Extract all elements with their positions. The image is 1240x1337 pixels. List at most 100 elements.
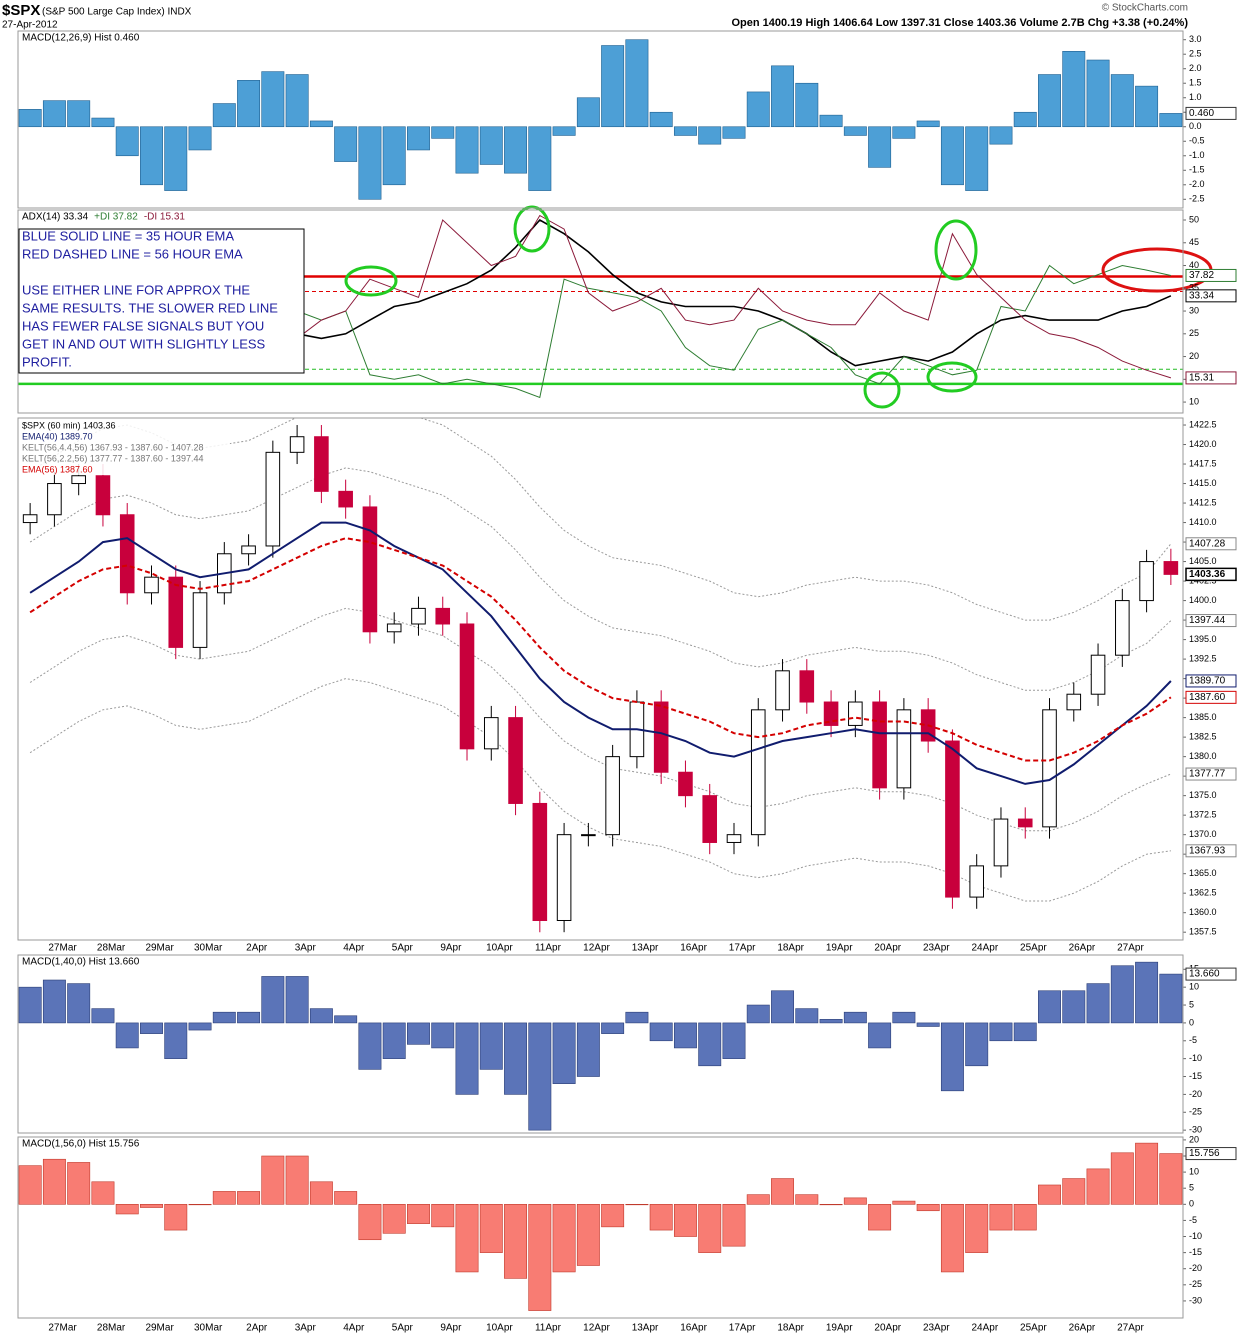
histogram-bar (552, 126, 576, 136)
panel-legend: MACD(1,56,0) Hist 15.756 (22, 1139, 140, 1150)
y-tick-label: -20 (1189, 1089, 1202, 1099)
y-tick-label: -2.5 (1189, 194, 1205, 204)
candle-body (1139, 561, 1154, 602)
histogram-bar (1038, 74, 1061, 128)
histogram-bar (91, 117, 115, 128)
histogram-bar (479, 1204, 503, 1253)
x-tick-label: 18Apr (777, 943, 804, 954)
histogram-bar (504, 1204, 528, 1279)
y-tick-label: 40 (1189, 260, 1199, 270)
histogram-bar (115, 126, 139, 157)
histogram-bar (42, 100, 66, 128)
histogram-bar (965, 1204, 989, 1253)
x-tick-label: 12Apr (583, 1323, 610, 1334)
y-tick-label: 1415.0 (1189, 478, 1217, 488)
panel-background (18, 418, 1183, 940)
x-tick-label: 9Apr (440, 1323, 462, 1334)
x-tick-label: 26Apr (1069, 943, 1096, 954)
histogram-bar (722, 1022, 746, 1059)
value-tag: 1387.60 (1189, 692, 1226, 703)
histogram-bar (940, 1204, 964, 1273)
histogram-bar (989, 126, 1013, 145)
y-tick-label: 1362.5 (1189, 888, 1217, 898)
histogram-bar (868, 1204, 892, 1231)
histogram-bar (1110, 965, 1134, 1024)
histogram-bar (309, 1181, 333, 1205)
x-tick-label: 23Apr (923, 943, 950, 954)
histogram-bar (1086, 983, 1110, 1024)
panel-legend: ADX(14) 33.34 (22, 212, 89, 223)
histogram-bar (892, 1200, 916, 1205)
candle-body (1115, 600, 1130, 656)
histogram-bar (42, 1158, 66, 1205)
x-tick-label: 29Mar (145, 943, 174, 954)
candle-body (144, 576, 159, 594)
histogram-bar (795, 1008, 819, 1024)
y-tick-label: -25 (1189, 1279, 1202, 1289)
y-tick-label: 1375.0 (1189, 790, 1217, 800)
histogram-bar (455, 1204, 479, 1273)
panel-marks (22, 418, 1179, 933)
histogram-bar (212, 103, 236, 128)
histogram-bar (382, 126, 406, 186)
histogram-bar (795, 1194, 819, 1205)
data-layer (18, 31, 1183, 1318)
histogram-bar (1135, 1142, 1159, 1205)
histogram-bar (455, 1022, 479, 1095)
histogram-bar (1086, 1168, 1110, 1205)
y-tick-label: 50 (1189, 214, 1199, 224)
x-tick-label: 28Mar (97, 943, 126, 954)
candle-body (605, 756, 620, 836)
histogram-bar (746, 1194, 770, 1205)
y-tick-label: 10 (1189, 982, 1199, 992)
y-tick-label: -15 (1189, 1247, 1202, 1257)
highlight-ellipse (344, 265, 398, 297)
candle-body (726, 834, 742, 843)
symbol-name: (S&P 500 Large Cap Index) INDX (42, 7, 192, 18)
histogram-bar (285, 74, 309, 128)
x-tick-label: 11Apr (535, 1323, 562, 1334)
x-tick-label: 18Apr (777, 1323, 804, 1334)
panel-frame (17, 30, 1184, 209)
y-tick-label: 1370.0 (1189, 829, 1217, 839)
value-tag-box (1185, 614, 1237, 628)
histogram-bar (237, 1191, 261, 1205)
value-tag: 15.756 (1189, 1148, 1220, 1159)
x-tick-label: 30Mar (194, 1323, 223, 1334)
histogram-bar (1062, 1178, 1086, 1205)
y-tick-label: 1.0 (1189, 92, 1202, 102)
histogram-bar (916, 120, 940, 128)
histogram-bar (1159, 973, 1183, 1024)
histogram-bar (698, 126, 722, 145)
histogram-bar (285, 1155, 309, 1205)
candle-body (192, 592, 208, 648)
histogram-bar (649, 1022, 673, 1042)
histogram-bar (140, 1204, 163, 1208)
panel-frame (17, 954, 1184, 1134)
histogram-bar (1013, 1022, 1037, 1042)
value-tag: 1367.93 (1189, 845, 1226, 856)
y-tick-label: -0.5 (1189, 136, 1205, 146)
y-tick-label: 1380.0 (1189, 751, 1217, 761)
x-tick-label: 5Apr (392, 1323, 414, 1334)
histogram-bar (1159, 1153, 1183, 1205)
histogram-bar (382, 1022, 406, 1059)
x-tick-label: 3Apr (295, 1323, 317, 1334)
panel-background (18, 955, 1183, 1133)
x-tick-label: 17Apr (729, 943, 756, 954)
histogram-bar (698, 1204, 722, 1253)
panel-legend: MACD(12,26,9) Hist 0.460 (22, 33, 140, 44)
y-tick-label: 20 (1189, 1134, 1199, 1144)
price-legend: EMA(40) 1389.70 (22, 431, 93, 441)
histogram-bar (843, 126, 867, 136)
y-tick-label: 35 (1189, 283, 1199, 293)
histogram-bar (1038, 990, 1061, 1024)
histogram-bar (601, 45, 625, 128)
histogram-bar (164, 1022, 188, 1059)
chart-date: 27-Apr-2012 (2, 20, 58, 31)
candle-body (532, 802, 548, 921)
x-tick-label: 26Apr (1069, 1323, 1096, 1334)
x-tick-label: 27Apr (1117, 943, 1144, 954)
histogram-bar (1062, 990, 1086, 1024)
